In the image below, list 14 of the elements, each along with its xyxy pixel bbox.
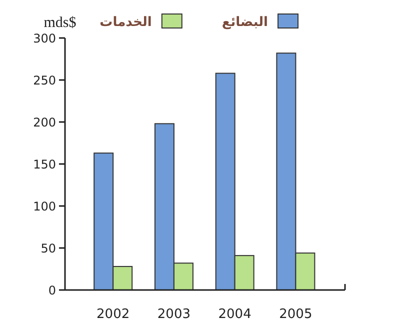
x-tick-label: 2004 <box>218 307 252 322</box>
y-tick-label: 250 <box>33 74 56 88</box>
x-tick-label: 2005 <box>279 307 312 322</box>
legend-label: الخدمات <box>100 15 152 30</box>
legend-label: البضائع <box>222 15 268 30</box>
y-axis-title: mds$ <box>44 15 77 31</box>
y-tick-label: 300 <box>33 32 56 46</box>
x-tick-label: 2002 <box>96 307 130 322</box>
y-tick-label: 200 <box>33 116 56 130</box>
y-tick-label: 0 <box>48 284 56 298</box>
x-tick-label: 2003 <box>157 307 191 322</box>
y-tick-label: 150 <box>33 158 56 172</box>
y-tick-label: 50 <box>40 242 56 256</box>
y-tick-label: 100 <box>33 200 56 214</box>
